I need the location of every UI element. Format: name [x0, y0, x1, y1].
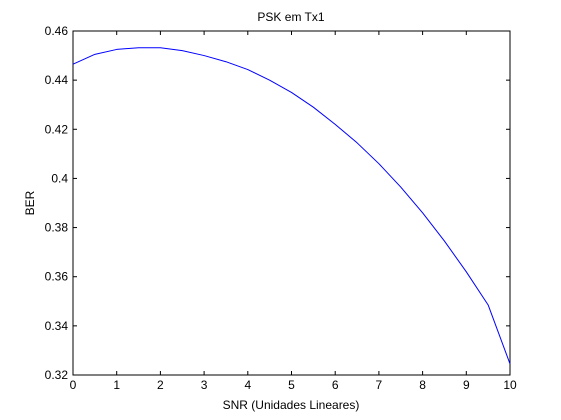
x-tick-label: 2 [157, 378, 164, 392]
y-tick-label: 0.38 [45, 221, 69, 235]
ber-curve-line [72, 47, 511, 365]
y-axis-ticks: 0.32 0.34 0.36 0.38 0.4 0.42 0.44 0.46 [45, 24, 510, 382]
x-tick-label: 7 [376, 378, 383, 392]
x-axis-ticks: 0 1 2 3 4 5 6 7 8 9 10 [70, 31, 517, 392]
y-tick-label: 0.42 [45, 122, 69, 136]
x-tick-label: 0 [70, 378, 77, 392]
chart-title: PSK em Tx1 [257, 10, 324, 24]
x-tick-label: 3 [201, 378, 208, 392]
x-tick-label: 8 [419, 378, 426, 392]
data-series [72, 47, 511, 365]
x-tick-label: 10 [503, 378, 517, 392]
plot-area [72, 30, 511, 376]
y-tick-label: 0.32 [45, 368, 69, 382]
y-tick-label: 0.4 [51, 171, 68, 185]
y-axis-label: BER [23, 190, 37, 215]
y-tick-label: 0.34 [45, 319, 69, 333]
x-axis-label: SNR (Unidades Lineares) [223, 398, 360, 412]
x-tick-label: 5 [288, 378, 295, 392]
x-tick-label: 9 [463, 378, 470, 392]
y-tick-label: 0.44 [45, 73, 69, 87]
x-tick-label: 6 [332, 378, 339, 392]
x-tick-label: 1 [113, 378, 120, 392]
y-tick-label: 0.46 [45, 24, 69, 38]
x-tick-label: 4 [244, 378, 251, 392]
y-tick-label: 0.36 [45, 270, 69, 284]
